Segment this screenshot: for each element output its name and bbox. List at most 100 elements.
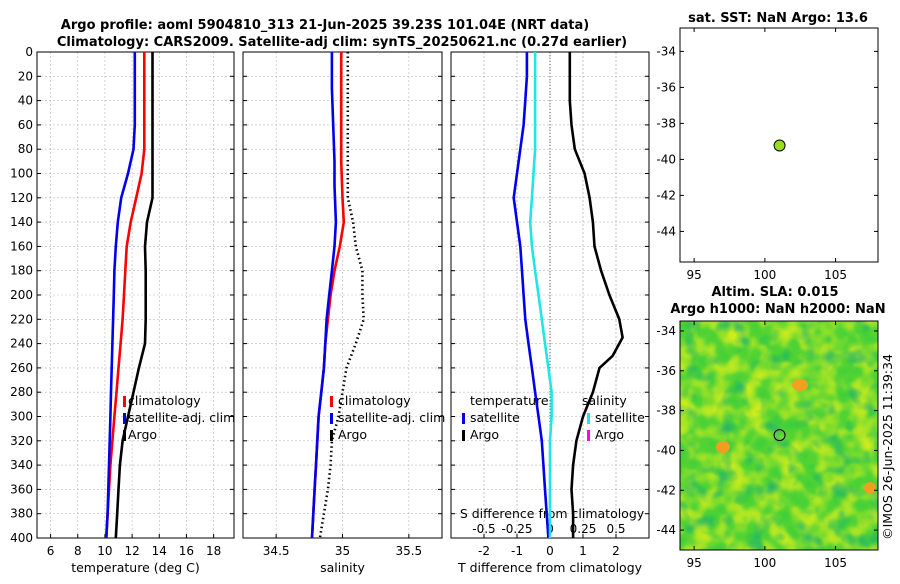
x-tick-label: 1 — [579, 544, 587, 558]
x-tick-label: 95 — [687, 268, 702, 282]
y-tick-label: -42 — [656, 188, 676, 202]
y-tick-label: 380 — [10, 507, 33, 521]
sst-map-panel: -34 -36 -38 -40 -42 -44 95 100 105 — [656, 27, 879, 282]
argo-float-marker — [773, 139, 786, 152]
legend-difference-panel: temperature satellite Argo salinity sate… — [462, 393, 645, 442]
sst-map-title: sat. SST: NaN Argo: 13.6 — [688, 11, 868, 26]
argo-float-marker — [773, 429, 786, 442]
y-tick-label: 60 — [18, 118, 33, 132]
legend-swatch-sal-argo — [587, 430, 590, 441]
y-tick-label: -40 — [656, 443, 676, 457]
legend-swatch-sal-satellite — [587, 413, 590, 424]
legend-swatch-climatology — [123, 396, 126, 407]
legend-swatch-temp-satellite — [462, 413, 465, 424]
y-tick-label: -44 — [656, 224, 676, 238]
x-tick-label: 0 — [546, 544, 554, 558]
x-tick-label: 12 — [124, 544, 139, 558]
x-tick-label: 100 — [753, 556, 776, 570]
legend-swatch-argo — [123, 430, 126, 441]
x-axis-label: T difference from climatology — [457, 560, 643, 575]
legend-label-climatology: climatology — [338, 393, 411, 408]
series-line — [528, 52, 553, 538]
sla-map-title: Altim. SLA: 0.015 — [712, 285, 839, 300]
sla-map-frame — [679, 320, 879, 551]
legend-label-temp-argo: Argo — [470, 427, 499, 442]
x-tick-label: 16 — [179, 544, 194, 558]
series-line — [105, 52, 146, 539]
y-tick-label: 400 — [10, 531, 33, 545]
x-tick-label: 35.5 — [395, 544, 422, 558]
title-line-1: Argo profile: aoml 5904810_313 21-Jun-20… — [61, 18, 589, 33]
y-tick-label: 300 — [10, 410, 33, 424]
legend-label-climatology: climatology — [128, 393, 201, 408]
y-tick-label: -34 — [656, 324, 676, 338]
y-tick-label: -36 — [656, 80, 676, 94]
series-line — [318, 52, 365, 539]
legend-swatch-temp-argo — [462, 430, 465, 441]
legend-label-sal-satellite: satellite — [595, 410, 645, 425]
legend-swatch-argo — [330, 430, 333, 441]
series-line — [512, 52, 550, 539]
x-tick-label: 100 — [753, 268, 776, 282]
sla-map-subtitle: Argo h1000: NaN h2000: NaN — [670, 302, 885, 317]
y-tick-label: 140 — [10, 215, 33, 229]
series-line — [310, 52, 338, 539]
sla-warm-spot — [792, 379, 808, 391]
x-tick-label: 18 — [206, 544, 221, 558]
series-line — [114, 52, 154, 539]
series-line — [568, 52, 624, 538]
x-tick-label: -1 — [511, 544, 523, 558]
y-tick-label: -40 — [656, 152, 676, 166]
x-tick-label: 105 — [824, 268, 847, 282]
x-tick-label: 6 — [47, 544, 55, 558]
legend-label-argo: Argo — [128, 427, 157, 442]
y-tick-label: 160 — [10, 239, 33, 253]
sla-warm-spot — [716, 441, 730, 453]
imos-credit: ©IMOS 26-Jun-2025 11:39:34 — [880, 354, 895, 540]
x-tick-label: 35 — [335, 544, 350, 558]
secondary-tick-label: 0.25 — [570, 522, 597, 536]
salinity-panel: 34.5 35 35.5 salinity — [242, 51, 443, 575]
title-line-2: Climatology: CARS2009. Satellite-adj cli… — [57, 35, 627, 50]
legend-label-satellite-adj: satellite-adj. clim — [338, 410, 445, 425]
legend-label-satellite-adj: satellite-adj. clim — [128, 410, 235, 425]
y-tick-label: 0 — [25, 45, 33, 59]
y-tick-label: -36 — [656, 364, 676, 378]
legend-swatch-satellite-adj — [123, 413, 126, 424]
y-tick-label: -44 — [656, 523, 676, 537]
difference-panel: -2 -1 0 1 2 T difference from climatology S di… — [450, 51, 650, 575]
sla-map-panel: -34 -36 -38 -40 -42 -44 95 100 105 — [656, 320, 879, 570]
y-tick-label: 200 — [10, 288, 33, 302]
temperature-panel: 0 20 40 60 80 100 120 140 160 180 200 220 240 260 280 3… — [10, 45, 235, 575]
legend-label-argo: Argo — [338, 427, 367, 442]
sla-map-low-anomaly — [680, 321, 878, 550]
secondary-tick-label: -0.25 — [501, 522, 532, 536]
x-axis-label: temperature (deg C) — [71, 560, 200, 575]
y-tick-label: 360 — [10, 482, 33, 496]
legend-label-temp-satellite: satellite — [470, 410, 520, 425]
y-tick-label: -42 — [656, 483, 676, 497]
y-tick-label: 40 — [18, 94, 33, 108]
x-axis-label: salinity — [320, 560, 365, 575]
series-line — [105, 52, 137, 539]
map-frame — [679, 27, 879, 263]
legend-salinity-panel: climatology satellite-adj. clim Argo — [330, 393, 445, 442]
secondary-tick-label: 0.5 — [606, 522, 625, 536]
y-tick-label: 340 — [10, 458, 33, 472]
y-tick-label: 100 — [10, 167, 33, 181]
sla-warm-spot — [864, 482, 876, 494]
y-tick-label: -38 — [656, 404, 676, 418]
y-tick-label: 320 — [10, 434, 33, 448]
legend-header-temperature: temperature — [470, 393, 549, 408]
y-tick-label: 240 — [10, 337, 33, 351]
x-tick-label: 10 — [97, 544, 112, 558]
y-tick-label: 180 — [10, 264, 33, 278]
legend-label-sal-argo: Argo — [595, 427, 624, 442]
y-tick-label: 120 — [10, 191, 33, 205]
y-tick-label: 280 — [10, 385, 33, 399]
x-tick-label: 8 — [74, 544, 82, 558]
y-tick-label: 80 — [18, 142, 33, 156]
x-tick-label: 95 — [687, 556, 702, 570]
secondary-tick-label: -0.5 — [472, 522, 495, 536]
y-tick-label: 260 — [10, 361, 33, 375]
